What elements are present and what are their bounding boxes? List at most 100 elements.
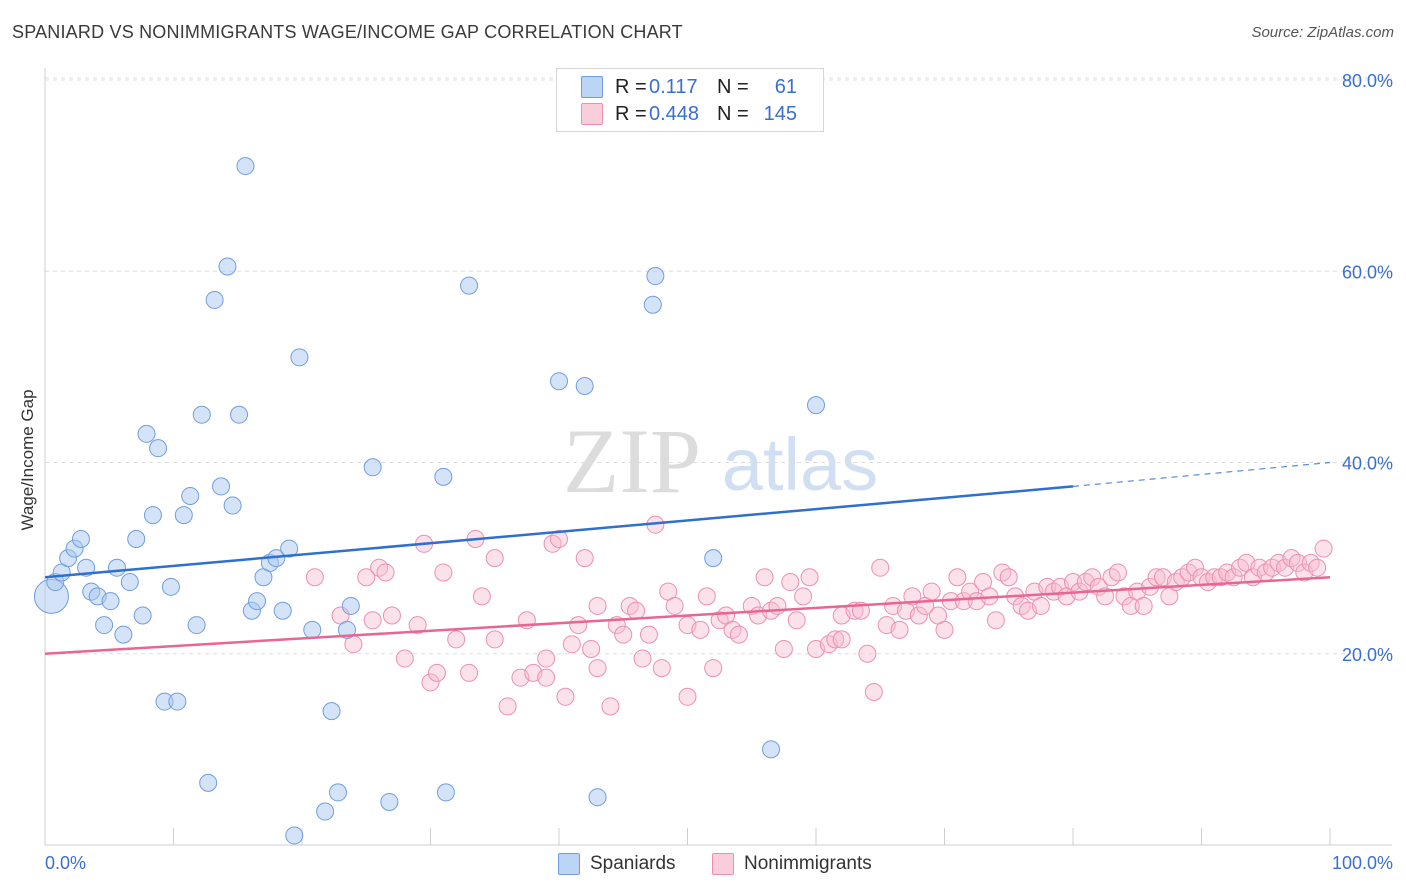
spaniards-point: [290, 348, 309, 367]
nonimmigrants-point: [575, 549, 594, 568]
nonimmigrants-point: [1031, 596, 1050, 615]
legend-r-value-nonimmigrants: 0.448: [649, 102, 700, 125]
nonimmigrants-point: [871, 558, 890, 577]
nonimmigrants-point: [550, 530, 568, 548]
watermark-atlas: atlas: [722, 423, 878, 506]
nonimmigrants-point: [421, 673, 440, 692]
nonimmigrants-point: [1314, 539, 1333, 558]
spaniards-point: [436, 783, 455, 802]
x-tick-label: 0.0%: [45, 853, 86, 873]
nonimmigrants-point: [460, 663, 479, 682]
legend-r-label: R =: [615, 75, 647, 98]
nonimmigrants-point: [1147, 568, 1166, 587]
nonimmigrants-point: [922, 582, 941, 601]
legend-swatch-nonimmigrants: [581, 103, 603, 125]
spaniards-point: [133, 606, 152, 625]
legend-n-label: N =: [717, 75, 749, 98]
nonimmigrants-points: [305, 515, 1333, 716]
spaniards-point: [187, 616, 206, 635]
nonimmigrants-point: [890, 620, 909, 639]
nonimmigrants-point: [794, 587, 813, 606]
spaniards-point: [192, 405, 211, 424]
legend-swatch-spaniards: [581, 76, 603, 98]
spaniards-point: [101, 592, 120, 611]
nonimmigrants-point: [1064, 573, 1082, 592]
spaniards-point: [120, 573, 139, 592]
nonimmigrants-point: [1186, 558, 1205, 577]
nonimmigrants-point: [363, 611, 382, 630]
spaniards-point: [174, 506, 193, 525]
y-tick-label: 40.0%: [1342, 454, 1393, 474]
y-tick-label: 20.0%: [1342, 645, 1393, 665]
spaniards-point: [95, 616, 114, 635]
nonimmigrants-point: [678, 687, 697, 706]
nonimmigrants-point: [601, 697, 620, 716]
spaniards-point: [646, 267, 665, 286]
spaniards-point: [807, 396, 825, 415]
spaniards-point: [223, 496, 242, 515]
legend-n-value-spaniards: 61: [774, 75, 797, 98]
nonimmigrants-point: [986, 611, 1005, 630]
spaniards-point: [107, 558, 126, 577]
legend-n-label: N =: [717, 102, 749, 125]
nonimmigrants-point: [376, 563, 395, 582]
spaniards-point: [303, 620, 322, 639]
nonimmigrants-point: [787, 611, 806, 630]
nonimmigrants-point: [588, 659, 607, 678]
watermark-zip: ZIP: [563, 410, 701, 512]
spaniards-point: [341, 596, 360, 615]
nonimmigrants-point: [768, 596, 787, 615]
spaniards-point: [212, 477, 231, 496]
nonimmigrants-point: [697, 587, 716, 606]
legend-r-value-spaniards: 0.117: [649, 75, 698, 98]
spaniards-point: [280, 539, 299, 558]
nonimmigrants-point: [691, 620, 710, 639]
nonimmigrants-point: [909, 606, 928, 625]
nonimmigrants-point: [1288, 553, 1307, 572]
spaniards-point: [550, 372, 568, 391]
nonimmigrants-point: [639, 625, 658, 644]
spaniards-point: [328, 783, 347, 802]
nonimmigrants-point: [652, 659, 671, 678]
nonimmigrants-point: [434, 563, 453, 582]
nonimmigrants-point: [485, 630, 504, 649]
spaniards-point: [575, 377, 594, 395]
nonimmigrants-point: [961, 582, 980, 601]
spaniards-points: [33, 157, 825, 845]
spaniards-point: [71, 530, 90, 548]
spaniards-point: [643, 295, 662, 314]
spaniards-point: [181, 486, 200, 505]
spaniards-point: [762, 740, 781, 759]
nonimmigrants-point: [935, 620, 954, 639]
legend-n-value-nonimmigrants: 145: [763, 102, 797, 125]
nonimmigrants-point: [755, 568, 774, 587]
spaniards-trend-line: [44, 485, 1074, 579]
nonimmigrants-point: [864, 683, 883, 701]
nonimmigrants-point: [569, 616, 588, 635]
spaniards-point: [380, 792, 399, 811]
axis-layer: [44, 68, 1392, 846]
x-tick-label: 100.0%: [1332, 853, 1393, 873]
nonimmigrants-point: [781, 573, 800, 592]
spaniards-point: [168, 692, 187, 711]
y-axis-label: Wage/Income Gap: [18, 389, 37, 531]
nonimmigrants-point: [305, 568, 324, 587]
bottom-legend-swatch-nonimmigrants: [712, 853, 734, 875]
nonimmigrants-point: [614, 625, 633, 644]
correlation-legend: R = 0.117 N = 61 R = 0.448 N = 145: [556, 68, 824, 132]
spaniards-point: [285, 826, 304, 845]
nonimmigrants-point: [447, 630, 466, 649]
bottom-legend-label-spaniards: Spaniards: [590, 853, 676, 874]
spaniards-point: [161, 577, 180, 596]
nonimmigrants-point: [858, 644, 877, 663]
y-tick-label: 80.0%: [1342, 71, 1393, 91]
spaniards-point: [273, 601, 292, 620]
spaniards-point: [205, 290, 224, 309]
spaniards-point: [143, 506, 162, 525]
nonimmigrants-point: [382, 606, 401, 625]
spaniards-point: [114, 625, 133, 644]
spaniards-point: [127, 530, 146, 548]
nonimmigrants-point: [948, 568, 967, 587]
source-label: Source: ZipAtlas.com: [1251, 24, 1394, 41]
nonimmigrants-point: [1083, 568, 1102, 587]
